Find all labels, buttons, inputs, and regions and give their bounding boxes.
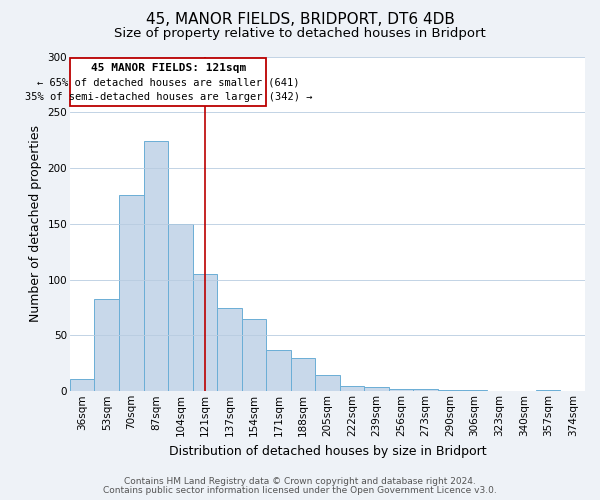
FancyBboxPatch shape	[70, 58, 266, 106]
Bar	[143, 142, 168, 392]
Text: 45, MANOR FIELDS, BRIDPORT, DT6 4DB: 45, MANOR FIELDS, BRIDPORT, DT6 4DB	[146, 12, 454, 28]
Bar	[340, 386, 364, 392]
Bar	[389, 389, 413, 392]
Text: 45 MANOR FIELDS: 121sqm: 45 MANOR FIELDS: 121sqm	[91, 63, 246, 73]
Bar	[266, 350, 290, 392]
Bar	[94, 298, 119, 392]
Text: ← 65% of detached houses are smaller (641): ← 65% of detached houses are smaller (64…	[37, 78, 299, 88]
Text: Contains public sector information licensed under the Open Government Licence v3: Contains public sector information licen…	[103, 486, 497, 495]
Bar	[315, 374, 340, 392]
Bar	[168, 224, 193, 392]
Bar	[119, 195, 143, 392]
Text: 35% of semi-detached houses are larger (342) →: 35% of semi-detached houses are larger (…	[25, 92, 312, 102]
Bar	[217, 308, 242, 392]
Bar	[193, 274, 217, 392]
Bar	[364, 387, 389, 392]
Y-axis label: Number of detached properties: Number of detached properties	[29, 126, 42, 322]
Bar	[463, 390, 487, 392]
Bar	[413, 389, 438, 392]
Bar	[536, 390, 560, 392]
Bar	[242, 318, 266, 392]
Text: Contains HM Land Registry data © Crown copyright and database right 2024.: Contains HM Land Registry data © Crown c…	[124, 477, 476, 486]
Bar	[70, 379, 94, 392]
Text: Size of property relative to detached houses in Bridport: Size of property relative to detached ho…	[114, 28, 486, 40]
Bar	[438, 390, 463, 392]
Bar	[290, 358, 315, 392]
X-axis label: Distribution of detached houses by size in Bridport: Distribution of detached houses by size …	[169, 444, 486, 458]
